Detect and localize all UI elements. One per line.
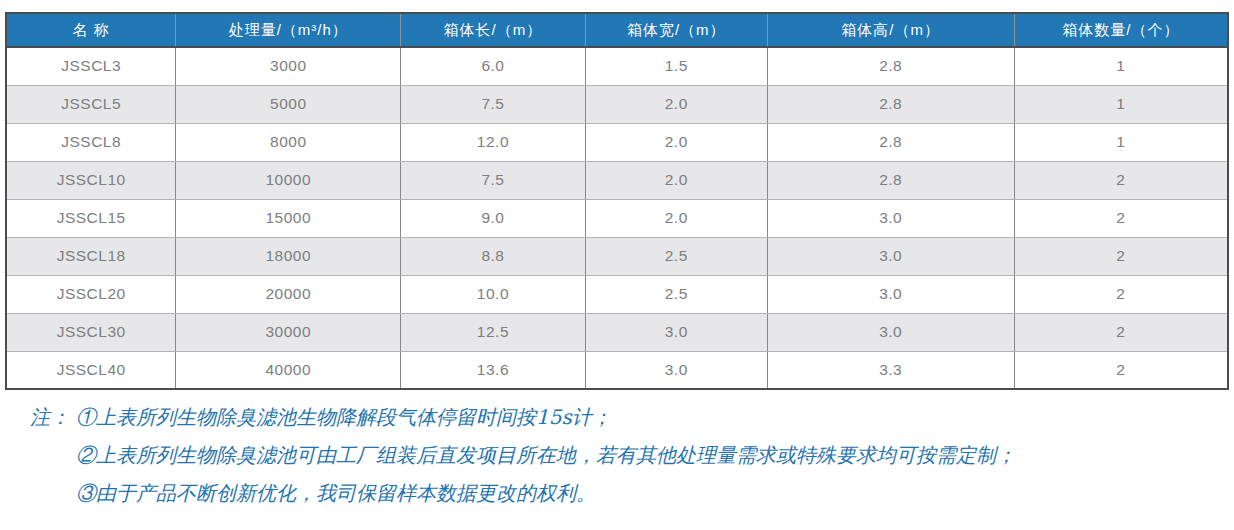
column-header: 箱体高/（m） (767, 13, 1014, 47)
table-cell: 3.3 (767, 351, 1014, 389)
table-cell: 2.8 (767, 123, 1014, 161)
spec-table-body: JSSCL330006.01.52.81JSSCL550007.52.02.81… (6, 47, 1228, 389)
note-line-2: ②上表所列生物除臭滤池可由工厂组装后直发项目所在地，若有其他处理量需求或特殊要求… (30, 444, 1210, 466)
table-cell: JSSCL15 (6, 199, 176, 237)
table-cell: 2 (1014, 275, 1228, 313)
table-row: JSSCL330006.01.52.81 (6, 47, 1228, 85)
table-cell: 2.8 (767, 85, 1014, 123)
table-row: JSSCL202000010.02.53.02 (6, 275, 1228, 313)
column-header: 箱体宽/（m） (585, 13, 767, 47)
table-cell: 2.0 (585, 123, 767, 161)
table-cell: 18000 (176, 237, 401, 275)
table-cell: JSSCL40 (6, 351, 176, 389)
table-cell: 2 (1014, 313, 1228, 351)
table-cell: 2.8 (767, 47, 1014, 85)
table-cell: 5000 (176, 85, 401, 123)
table-row: JSSCL10100007.52.02.82 (6, 161, 1228, 199)
table-cell: 3.0 (585, 351, 767, 389)
table-row: JSSCL404000013.63.03.32 (6, 351, 1228, 389)
table-cell: 2.0 (585, 161, 767, 199)
table-cell: 7.5 (401, 161, 586, 199)
table-cell: 2 (1014, 351, 1228, 389)
spec-table: 名 称处理量/（m³/h）箱体长/（m）箱体宽/（m）箱体高/（m）箱体数量/（… (5, 12, 1229, 390)
table-cell: 1 (1014, 47, 1228, 85)
table-row: JSSCL550007.52.02.81 (6, 85, 1228, 123)
table-cell: 3.0 (767, 275, 1014, 313)
column-header: 处理量/（m³/h） (176, 13, 401, 47)
table-cell: JSSCL18 (6, 237, 176, 275)
table-row: JSSCL303000012.53.03.02 (6, 313, 1228, 351)
spec-table-header-row: 名 称处理量/（m³/h）箱体长/（m）箱体宽/（m）箱体高/（m）箱体数量/（… (6, 13, 1228, 47)
column-header: 名 称 (6, 13, 176, 47)
table-cell: 1 (1014, 123, 1228, 161)
table-cell: 9.0 (401, 199, 586, 237)
note-text-3: ③由于产品不断创新优化，我司保留样本数据更改的权利。 (76, 481, 596, 505)
table-cell: 3.0 (585, 313, 767, 351)
table-row: JSSCL15150009.02.03.02 (6, 199, 1228, 237)
spec-table-container: 名 称处理量/（m³/h）箱体长/（m）箱体宽/（m）箱体高/（m）箱体数量/（… (5, 12, 1229, 390)
column-header: 箱体长/（m） (401, 13, 586, 47)
table-cell: 1.5 (585, 47, 767, 85)
table-cell: JSSCL20 (6, 275, 176, 313)
table-cell: 2.0 (585, 85, 767, 123)
note-text-2: ②上表所列生物除臭滤池可由工厂组装后直发项目所在地，若有其他处理量需求或特殊要求… (76, 443, 1016, 467)
table-cell: 30000 (176, 313, 401, 351)
table-cell: 10000 (176, 161, 401, 199)
table-row: JSSCL18180008.82.53.02 (6, 237, 1228, 275)
table-cell: JSSCL30 (6, 313, 176, 351)
table-cell: JSSCL10 (6, 161, 176, 199)
column-header: 箱体数量/（个） (1014, 13, 1228, 47)
note-text-1: ①上表所列生物除臭滤池生物降解段气体停留时间按15s计； (76, 405, 612, 429)
table-cell: JSSCL8 (6, 123, 176, 161)
table-cell: 15000 (176, 199, 401, 237)
table-row: JSSCL8800012.02.02.81 (6, 123, 1228, 161)
table-cell: 3.0 (767, 237, 1014, 275)
table-cell: 7.5 (401, 85, 586, 123)
table-cell: 8.8 (401, 237, 586, 275)
table-cell: 3.0 (767, 313, 1014, 351)
table-cell: 2.5 (585, 275, 767, 313)
table-cell: JSSCL5 (6, 85, 176, 123)
table-cell: 12.0 (401, 123, 586, 161)
table-cell: 2.8 (767, 161, 1014, 199)
table-cell: 12.5 (401, 313, 586, 351)
table-cell: 2 (1014, 199, 1228, 237)
table-cell: 2.5 (585, 237, 767, 275)
note-prefix: 注： (30, 406, 76, 428)
table-cell: 2 (1014, 237, 1228, 275)
note-line-1: 注：①上表所列生物除臭滤池生物降解段气体停留时间按15s计； (30, 406, 1210, 428)
table-cell: 2.0 (585, 199, 767, 237)
table-cell: JSSCL3 (6, 47, 176, 85)
table-cell: 1 (1014, 85, 1228, 123)
table-cell: 6.0 (401, 47, 586, 85)
table-cell: 3.0 (767, 199, 1014, 237)
note-line-3: ③由于产品不断创新优化，我司保留样本数据更改的权利。 (30, 482, 1210, 504)
table-cell: 10.0 (401, 275, 586, 313)
table-cell: 40000 (176, 351, 401, 389)
notes-section: 注：①上表所列生物除臭滤池生物降解段气体停留时间按15s计； ②上表所列生物除臭… (30, 406, 1210, 520)
table-cell: 20000 (176, 275, 401, 313)
table-cell: 3000 (176, 47, 401, 85)
table-cell: 13.6 (401, 351, 586, 389)
table-cell: 2 (1014, 161, 1228, 199)
table-cell: 8000 (176, 123, 401, 161)
